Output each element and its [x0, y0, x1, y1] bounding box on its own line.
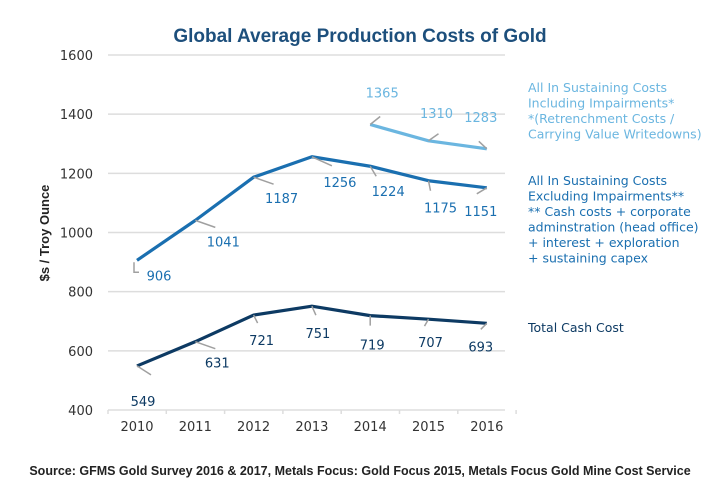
legend-text: All In Sustaining Costs — [528, 173, 667, 188]
series-0: 1365 1310 1283 — [366, 87, 497, 151]
leader-line — [480, 322, 488, 330]
legend-text: adminstration (head office) — [528, 220, 699, 235]
leader-line — [478, 140, 488, 150]
chart-title: Global Average Production Costs of Gold — [173, 26, 546, 47]
data-label: 1041 — [207, 235, 240, 250]
legend-entry: Total Cash Cost — [527, 320, 624, 335]
data-label: 719 — [360, 339, 385, 354]
leader-line — [476, 187, 488, 195]
data-label: 1365 — [366, 87, 399, 102]
x-tick-label: 2012 — [237, 420, 270, 435]
data-label: 751 — [305, 327, 330, 342]
series-line — [369, 122, 488, 151]
leader-line — [311, 156, 333, 167]
leader-line — [427, 180, 432, 191]
series-lines: 1365 1310 1283 906 1041 1187 1256 1224 1175 1151 5… — [131, 87, 498, 410]
data-label: 1224 — [372, 185, 405, 200]
y-tick-label: 800 — [68, 286, 93, 301]
legend-text: ** Cash costs + corporate — [528, 204, 691, 219]
data-label: 1256 — [323, 176, 356, 191]
x-tick-label: 2015 — [412, 420, 445, 435]
leader-line — [195, 219, 216, 229]
data-label: 549 — [131, 395, 156, 410]
leader-line — [195, 340, 216, 350]
leader-line — [423, 318, 430, 327]
y-axis-label: $s / Troy Ounce — [37, 185, 52, 282]
y-tick-label: 1000 — [60, 227, 93, 242]
data-label: 1187 — [265, 192, 298, 207]
y-tick-label: 600 — [68, 345, 93, 360]
y-axis-ticks: 400 600 800 1000 1200 1400 1600 — [60, 49, 93, 419]
x-tick-label: 2013 — [295, 420, 328, 435]
data-label: 1175 — [424, 202, 457, 217]
leader-line — [252, 314, 259, 324]
y-tick-label: 400 — [68, 404, 93, 419]
y-tick-label: 1200 — [60, 167, 93, 182]
legend-text: *(Retrenchment Costs / — [528, 111, 675, 126]
legend-text: + interest + exploration — [528, 235, 680, 250]
leader-line — [133, 262, 139, 274]
data-label: 707 — [418, 336, 443, 351]
x-tick-label: 2014 — [354, 420, 387, 435]
leader-line — [136, 365, 152, 376]
data-label: 631 — [205, 357, 230, 372]
legend-text: Excluding Impairments** — [528, 189, 684, 204]
data-label: 693 — [468, 340, 493, 355]
x-axis-ticks: 2010 2011 2012 2013 2014 2015 2016 — [107, 410, 517, 435]
legend-text: All In Sustaining Costs — [528, 80, 667, 95]
legend-text: + sustaining capex — [528, 251, 648, 266]
series-1: 906 1041 1187 1256 1224 1175 1151 — [133, 155, 497, 284]
y-tick-label: 1400 — [60, 108, 93, 123]
legend-text: Carrying Value Writedowns) — [528, 127, 702, 142]
leader-line — [369, 115, 381, 126]
data-label: 1283 — [464, 111, 497, 126]
legend-text: Including Impairments* — [528, 96, 674, 111]
x-tick-label: 2010 — [120, 420, 153, 435]
x-tick-label: 2016 — [470, 420, 503, 435]
leader-line — [311, 305, 317, 316]
data-label: 1310 — [420, 107, 453, 122]
legend-text: Total Cash Cost — [527, 320, 624, 335]
data-label: 721 — [249, 334, 274, 349]
y-tick-label: 1600 — [60, 49, 93, 64]
leader-line — [253, 176, 274, 185]
leader-line — [428, 133, 439, 142]
data-label: 1151 — [464, 205, 497, 220]
source-note: Source: GFMS Gold Survey 2016 & 2017, Me… — [29, 464, 690, 478]
series-2: 549 631 721 751 719 707 693 — [131, 304, 493, 410]
leader-line — [369, 165, 377, 177]
x-tick-label: 2011 — [179, 420, 212, 435]
data-label: 906 — [147, 269, 172, 284]
